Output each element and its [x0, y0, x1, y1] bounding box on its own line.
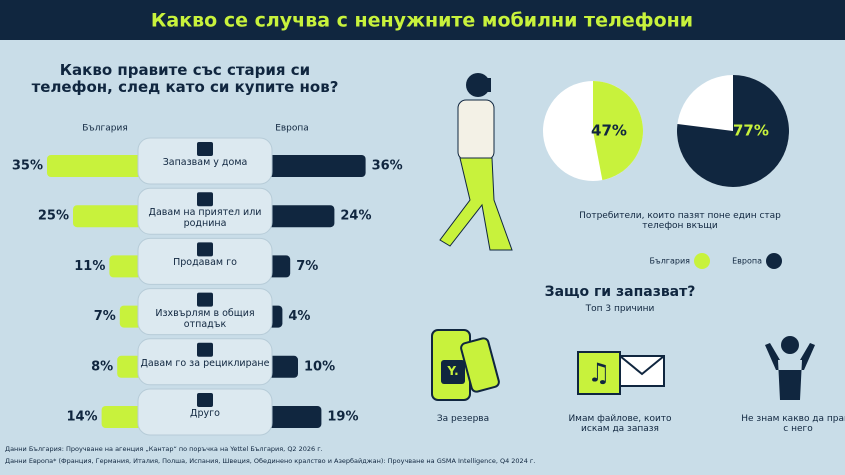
reason-label: Имам файлове, които искам да запазя — [568, 414, 672, 435]
category-icon — [197, 242, 213, 257]
legend-label: България — [82, 124, 128, 134]
category-label: Давам го за рециклиране — [140, 357, 270, 369]
pie-slice — [677, 75, 790, 188]
legend-swatch — [694, 253, 710, 269]
category-label: Продавам го — [173, 257, 237, 269]
files-icon: ♫ — [577, 351, 665, 395]
footnote: Данни Европа* (Франция, Германия, Италия… — [5, 457, 536, 465]
reasons-title: Защо ги запазват? — [544, 284, 696, 300]
category-icon — [197, 192, 213, 207]
category-icon — [197, 393, 213, 407]
bar — [262, 205, 335, 228]
value-label: 19% — [327, 410, 358, 425]
bar — [262, 406, 322, 428]
bar — [47, 155, 148, 177]
pie-caption: Потребители, които пазят поне един стар … — [579, 211, 781, 232]
category-pill — [137, 187, 273, 235]
category-label: Запазвам у дома — [162, 157, 248, 168]
reason-label: Не знам какво да правя с него — [741, 414, 845, 435]
value-label: 7% — [94, 309, 116, 324]
phone-icons — [431, 329, 500, 401]
category-label: Изхвърлям в общия отпадък — [155, 307, 255, 330]
person-illustration — [439, 73, 513, 251]
value-label: 8% — [91, 359, 113, 374]
shrug-icon — [765, 336, 815, 400]
svg-text:♫: ♫ — [587, 359, 610, 389]
value-label: 7% — [296, 259, 318, 274]
category-pill — [137, 237, 273, 285]
bar — [73, 205, 148, 228]
logo-text: Y. — [447, 364, 459, 378]
category-pill — [137, 137, 273, 185]
footnote: Данни България: Проучване на агенция „Ка… — [5, 445, 323, 453]
value-label: 10% — [304, 359, 335, 374]
category-pill — [137, 288, 273, 336]
value-label: 77% — [733, 122, 769, 140]
legend-label: Европа — [732, 257, 762, 266]
header-bar — [0, 0, 845, 40]
bar-chart-title: Какво правите със стария си телефон, сле… — [31, 61, 339, 97]
category-label: Друго — [190, 408, 220, 419]
value-label: 36% — [372, 159, 403, 174]
reason-label: За резерва — [436, 414, 490, 424]
pie-slice — [593, 81, 644, 181]
value-label: 35% — [12, 159, 43, 174]
category-pill — [137, 388, 273, 436]
legend-label: Европа — [275, 124, 309, 134]
bar — [262, 155, 366, 177]
reasons-subtitle: Топ 3 причини — [585, 304, 655, 314]
value-label: 25% — [38, 209, 69, 224]
value-label: 14% — [66, 410, 97, 425]
bar — [101, 406, 148, 428]
legend-label: България — [650, 257, 691, 266]
value-label: 47% — [591, 122, 627, 140]
value-label: 11% — [74, 259, 105, 274]
category-icon — [197, 342, 213, 357]
value-label: 24% — [340, 209, 371, 224]
page-title: Какво се случва с ненужните мобилни теле… — [151, 10, 693, 32]
category-icon — [197, 292, 213, 307]
category-icon — [197, 142, 213, 156]
category-label: Давам на приятел или роднина — [148, 207, 262, 230]
category-pill — [137, 338, 273, 386]
legend-swatch — [766, 253, 782, 269]
value-label: 4% — [288, 309, 310, 324]
